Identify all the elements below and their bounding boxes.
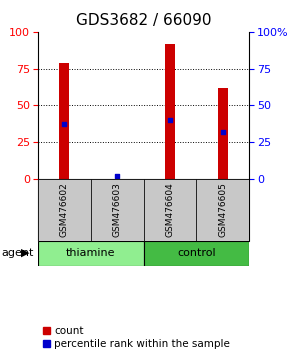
Text: control: control xyxy=(177,248,216,258)
Text: GSM476604: GSM476604 xyxy=(166,182,175,237)
Text: GSM476603: GSM476603 xyxy=(113,182,122,237)
Text: ▶: ▶ xyxy=(21,248,30,258)
Text: GSM476605: GSM476605 xyxy=(218,182,227,237)
Bar xyxy=(218,88,228,179)
Bar xyxy=(38,179,90,240)
Bar xyxy=(38,240,144,266)
Text: GSM476602: GSM476602 xyxy=(60,182,69,237)
Point xyxy=(221,129,225,135)
Text: thiamine: thiamine xyxy=(66,248,115,258)
Point xyxy=(168,117,172,123)
Bar xyxy=(165,44,175,179)
Bar xyxy=(59,63,69,179)
Point xyxy=(62,122,66,127)
Point xyxy=(115,173,119,179)
Bar xyxy=(144,179,196,240)
Bar xyxy=(197,179,249,240)
Title: GDS3682 / 66090: GDS3682 / 66090 xyxy=(76,13,211,28)
Legend: count, percentile rank within the sample: count, percentile rank within the sample xyxy=(43,326,230,349)
Text: agent: agent xyxy=(1,248,34,258)
Bar xyxy=(90,179,144,240)
Bar xyxy=(144,240,249,266)
